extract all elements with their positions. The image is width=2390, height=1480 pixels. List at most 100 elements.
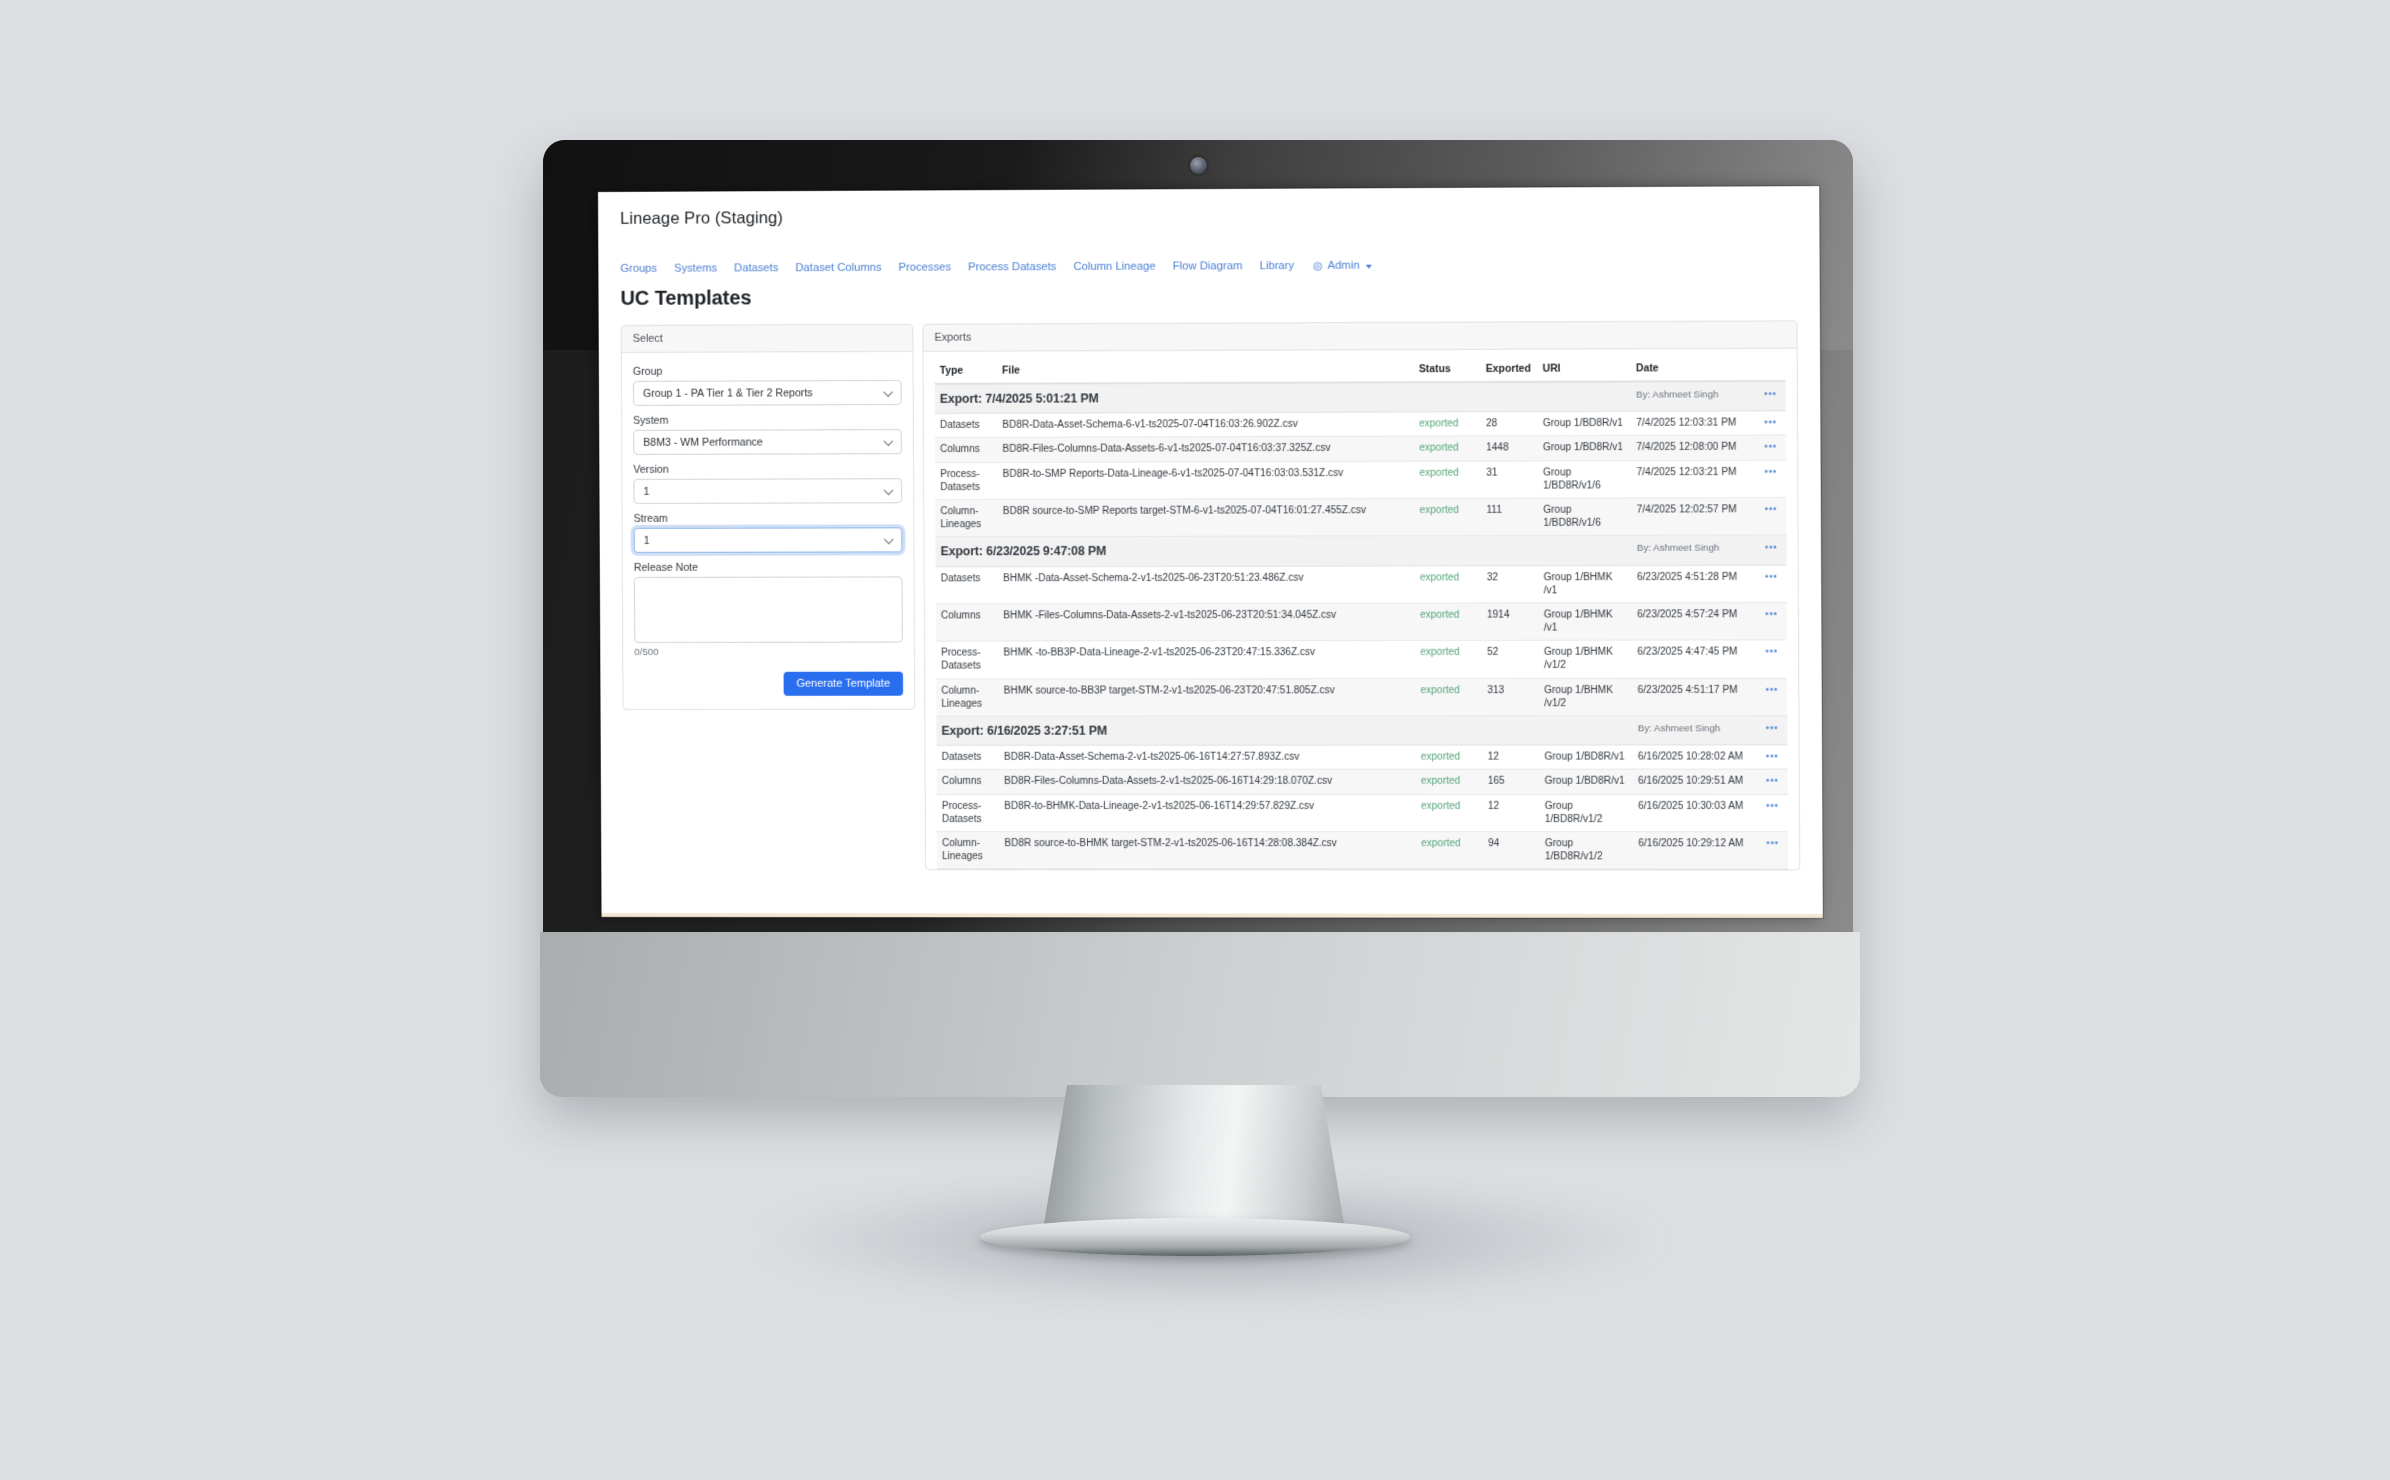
cell-actions[interactable]: ••• [1755, 459, 1787, 498]
cell-actions[interactable]: ••• [1757, 831, 1788, 870]
kebab-menu-icon[interactable]: ••• [1765, 646, 1778, 658]
cell-date: 7/4/2025 12:08:00 PM [1631, 435, 1756, 461]
cell-file: BD8R-Files-Columns-Data-Assets-2-v1-ts20… [998, 769, 1416, 795]
table-row[interactable]: Datasets BD8R-Data-Asset-Schema-2-v1-ts20… [936, 745, 1788, 770]
release-note-input[interactable] [633, 576, 903, 643]
cell-date: 6/16/2025 10:29:12 AM [1633, 831, 1758, 870]
cell-actions[interactable]: ••• [1755, 497, 1787, 536]
cell-type: Column-Lineages [936, 678, 999, 717]
cell-actions[interactable]: ••• [1755, 410, 1786, 436]
nav-item-library[interactable]: Library [1259, 259, 1295, 273]
kebab-menu-icon[interactable]: ••• [1765, 608, 1778, 621]
table-row[interactable]: Column-Lineages BD8R source-to-BHMK targe… [936, 831, 1788, 870]
stream-select[interactable]: 1 [633, 527, 903, 553]
kebab-menu-icon[interactable]: ••• [1764, 466, 1778, 478]
kebab-menu-icon[interactable]: ••• [1764, 504, 1778, 516]
cell-actions[interactable]: ••• [1757, 793, 1788, 832]
cell-exported: 31 [1481, 460, 1539, 499]
cell-exported: 111 [1481, 498, 1539, 536]
cell-actions[interactable]: ••• [1755, 435, 1786, 460]
cell-actions[interactable]: ••• [1756, 602, 1787, 641]
cell-status: exported [1414, 498, 1482, 537]
table-row[interactable]: Datasets BD8R-Data-Asset-Schema-6-v1-ts20… [934, 410, 1786, 438]
nav-admin-label: Admin [1327, 259, 1360, 272]
cell-file: BD8R-Data-Asset-Schema-6-v1-ts2025-07-04… [997, 412, 1415, 438]
exports-panel: Exports Type File Status Exported URI [922, 320, 1801, 871]
cell-date: 6/16/2025 10:29:51 AM [1632, 769, 1758, 794]
char-counter: 0/500 [634, 646, 659, 658]
export-group-actions[interactable]: ••• [1755, 380, 1786, 412]
export-group-row: Export: 7/4/2025 5:01:21 PM By: Ashmeet S… [934, 380, 1786, 414]
release-note-label: Release Note [633, 561, 699, 574]
kebab-menu-icon[interactable]: ••• [1764, 417, 1777, 429]
exports-table: Type File Status Exported URI Date Expor… [934, 357, 1788, 870]
kebab-menu-icon[interactable]: ••• [1764, 441, 1777, 454]
nav-item-flow-diagram[interactable]: Flow Diagram [1172, 260, 1243, 273]
cell-date: 7/4/2025 12:03:31 PM [1631, 411, 1756, 436]
table-row[interactable]: Column-Lineages BHMK source-to-BB3P targe… [936, 677, 1788, 717]
export-group-actions[interactable]: ••• [1756, 715, 1788, 746]
app-title: Lineage Pro (Staging) [620, 209, 784, 228]
cell-uri: Group 1/BD8R/v1 [1539, 769, 1633, 794]
cell-file: BHMK -to-BB3P-Data-Lineage-2-v1-ts2025-0… [998, 640, 1416, 679]
status-badge: exported [1419, 571, 1460, 584]
cell-exported: 313 [1482, 678, 1540, 716]
kebab-menu-icon[interactable]: ••• [1766, 838, 1779, 850]
table-row[interactable]: Process-Datasets BD8R-to-BHMK-Data-Lineag… [936, 793, 1788, 832]
nav-item-dataset-columns[interactable]: Dataset Columns [795, 261, 882, 275]
cell-file: BD8R source-to-SMP Reports target-STM-6-… [997, 498, 1415, 537]
group-label: Group [632, 365, 663, 378]
cell-actions[interactable]: ••• [1756, 640, 1788, 678]
table-row[interactable]: Columns BD8R-Files-Columns-Data-Assets-2-… [936, 769, 1788, 795]
kebab-menu-icon[interactable]: ••• [1766, 800, 1779, 812]
kebab-menu-icon[interactable]: ••• [1765, 723, 1779, 735]
cell-status: exported [1415, 678, 1483, 716]
kebab-menu-icon[interactable]: ••• [1765, 776, 1779, 788]
column-header-date: Date [1630, 357, 1756, 382]
monitor-stand-neck [1043, 1085, 1345, 1230]
kebab-menu-icon[interactable]: ••• [1764, 389, 1777, 401]
cell-actions[interactable]: ••• [1755, 564, 1787, 603]
web-page: Lineage Pro (Staging) Groups Systems Dat… [598, 186, 1823, 918]
group-select[interactable]: Group 1 - PA Tier 1 & Tier 2 Reports [632, 379, 902, 406]
nav-item-column-lineage[interactable]: Column Lineage [1073, 260, 1156, 273]
cell-uri: Group 1/BD8R/v1/2 [1539, 831, 1634, 870]
cell-actions[interactable]: ••• [1756, 677, 1788, 716]
generate-template-button[interactable]: Generate Template [783, 671, 904, 696]
system-label: System [633, 414, 669, 427]
version-select[interactable]: 1 [633, 478, 903, 504]
table-row[interactable]: Columns BD8R-Files-Columns-Data-Assets-6-… [934, 435, 1786, 463]
cell-file: BD8R-to-SMP Reports-Data-Lineage-6-v1-ts… [997, 460, 1415, 500]
table-row[interactable]: Process-Datasets BD8R-to-SMP Reports-Data… [935, 459, 1787, 500]
cell-actions[interactable]: ••• [1756, 745, 1788, 770]
status-badge: exported [1421, 838, 1461, 850]
kebab-menu-icon[interactable]: ••• [1765, 751, 1779, 763]
cell-date: 6/23/2025 4:57:24 PM [1632, 602, 1757, 641]
select-panel-header: Select [621, 324, 913, 353]
kebab-menu-icon[interactable]: ••• [1764, 571, 1778, 583]
nav-item-datasets[interactable]: Datasets [734, 262, 779, 275]
nav-item-processes[interactable]: Processes [898, 261, 952, 274]
system-select[interactable]: B8M3 - WM Performance [633, 429, 902, 455]
nav-item-process-datasets[interactable]: Process Datasets [968, 261, 1057, 274]
cell-status: exported [1414, 460, 1482, 499]
status-badge: exported [1420, 751, 1461, 763]
cell-exported: 28 [1480, 411, 1538, 437]
table-row[interactable]: Process-Datasets BHMK -to-BB3P-Data-Linea… [935, 640, 1788, 679]
cell-uri: Group 1/BD8R/v1/6 [1537, 460, 1632, 499]
nav-item-systems[interactable]: Systems [674, 262, 718, 275]
status-badge: exported [1419, 418, 1459, 430]
table-row[interactable]: Datasets BHMK -Data-Asset-Schema-2-v1-ts2… [935, 564, 1787, 604]
export-group-author: By: Ashmeet Singh [1630, 381, 1756, 412]
cell-status: exported [1414, 436, 1482, 461]
kebab-menu-icon[interactable]: ••• [1764, 542, 1778, 554]
export-group-actions[interactable]: ••• [1755, 535, 1787, 565]
nav-item-admin[interactable]: Admin [1312, 259, 1372, 272]
kebab-menu-icon[interactable]: ••• [1765, 684, 1779, 696]
cell-actions[interactable]: ••• [1756, 769, 1788, 794]
nav-item-groups[interactable]: Groups [620, 262, 658, 275]
table-row[interactable]: Columns BHMK -Files-Columns-Data-Assets-2… [935, 602, 1787, 642]
cell-uri: Group 1/BD8R/v1 [1537, 411, 1632, 437]
cell-type: Process-Datasets [935, 461, 998, 500]
table-row[interactable]: Column-Lineages BD8R source-to-SMP Report… [935, 497, 1787, 538]
